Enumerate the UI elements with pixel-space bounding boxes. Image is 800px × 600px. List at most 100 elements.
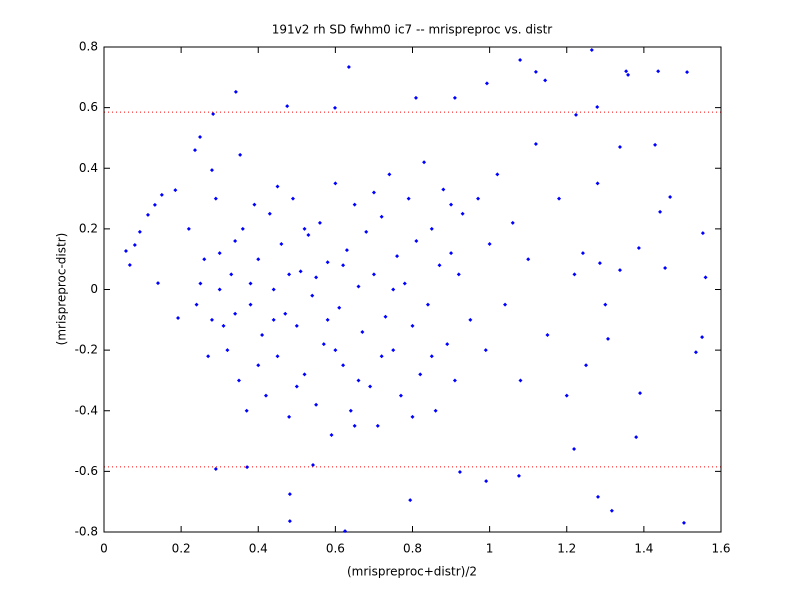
plot-frame xyxy=(103,46,722,533)
point xyxy=(413,95,418,100)
point xyxy=(418,372,423,377)
point xyxy=(202,257,207,262)
point xyxy=(484,479,489,484)
point xyxy=(518,378,523,383)
point xyxy=(533,69,538,74)
point xyxy=(617,268,622,273)
point xyxy=(271,287,276,292)
x-tick-label: 0 xyxy=(100,542,108,556)
point xyxy=(321,342,326,347)
point xyxy=(294,323,299,328)
point xyxy=(252,202,257,207)
y-tick-label: -0.2 xyxy=(75,343,98,357)
point xyxy=(244,408,249,413)
point xyxy=(383,314,388,319)
point xyxy=(206,354,211,359)
point xyxy=(452,95,457,100)
point xyxy=(263,393,268,398)
point xyxy=(406,196,411,201)
point xyxy=(368,384,373,389)
point xyxy=(283,311,288,316)
point xyxy=(155,281,160,286)
point xyxy=(193,148,198,153)
point xyxy=(287,272,292,277)
point xyxy=(248,281,253,286)
point xyxy=(364,229,369,234)
point xyxy=(267,211,272,216)
point xyxy=(484,81,489,86)
point xyxy=(332,105,337,110)
point xyxy=(233,311,238,316)
point xyxy=(317,220,322,225)
point xyxy=(229,272,234,277)
point xyxy=(198,135,203,140)
point xyxy=(194,302,199,307)
point xyxy=(123,249,128,254)
x-tick-label: 1 xyxy=(486,542,494,556)
y-tick-label: -0.4 xyxy=(75,403,98,417)
point xyxy=(333,181,338,186)
point xyxy=(700,231,705,236)
point xyxy=(425,302,430,307)
point xyxy=(311,463,316,468)
point xyxy=(626,72,631,77)
point xyxy=(595,494,600,499)
point xyxy=(294,384,299,389)
point xyxy=(609,508,614,513)
point xyxy=(449,202,454,207)
chart-title: 191v2 rh SD fwhm0 ic7 -- mrispreproc vs.… xyxy=(272,23,553,37)
point xyxy=(487,242,492,247)
point xyxy=(387,172,392,177)
point xyxy=(503,302,508,307)
point xyxy=(408,498,413,503)
point xyxy=(325,260,330,265)
point xyxy=(356,378,361,383)
point xyxy=(337,305,342,310)
y-tick-label: 0 xyxy=(90,282,98,296)
point xyxy=(176,315,181,320)
point xyxy=(398,393,403,398)
point xyxy=(198,281,203,286)
point xyxy=(617,145,622,150)
point xyxy=(414,239,419,243)
point xyxy=(658,209,663,214)
point xyxy=(145,212,150,217)
y-tick-label: 0.4 xyxy=(79,161,98,175)
point xyxy=(275,184,280,189)
point xyxy=(287,414,292,419)
point xyxy=(452,378,457,383)
point xyxy=(468,317,473,322)
point xyxy=(173,188,178,193)
point xyxy=(344,248,349,253)
point xyxy=(314,402,319,407)
point xyxy=(437,263,442,268)
point xyxy=(429,226,434,231)
point xyxy=(456,272,461,277)
point xyxy=(356,284,361,289)
point xyxy=(333,348,338,353)
point xyxy=(306,232,311,237)
point xyxy=(217,251,222,256)
point xyxy=(606,336,611,341)
point xyxy=(310,293,315,298)
point xyxy=(341,363,346,368)
point xyxy=(574,112,579,117)
x-axis-label: (mrispreproc+distr)/2 xyxy=(347,565,477,579)
point xyxy=(445,342,450,347)
point xyxy=(476,196,481,201)
point xyxy=(371,190,376,195)
point xyxy=(127,262,132,267)
point xyxy=(217,287,222,292)
y-axis-label: (mrispreproc-distr) xyxy=(55,233,69,346)
point xyxy=(668,195,673,200)
point xyxy=(410,414,415,419)
point xyxy=(233,89,238,94)
point xyxy=(256,257,261,262)
point xyxy=(236,378,241,383)
point xyxy=(360,329,365,334)
point xyxy=(238,152,243,157)
point xyxy=(314,275,319,280)
point xyxy=(225,348,230,353)
point xyxy=(526,257,531,262)
